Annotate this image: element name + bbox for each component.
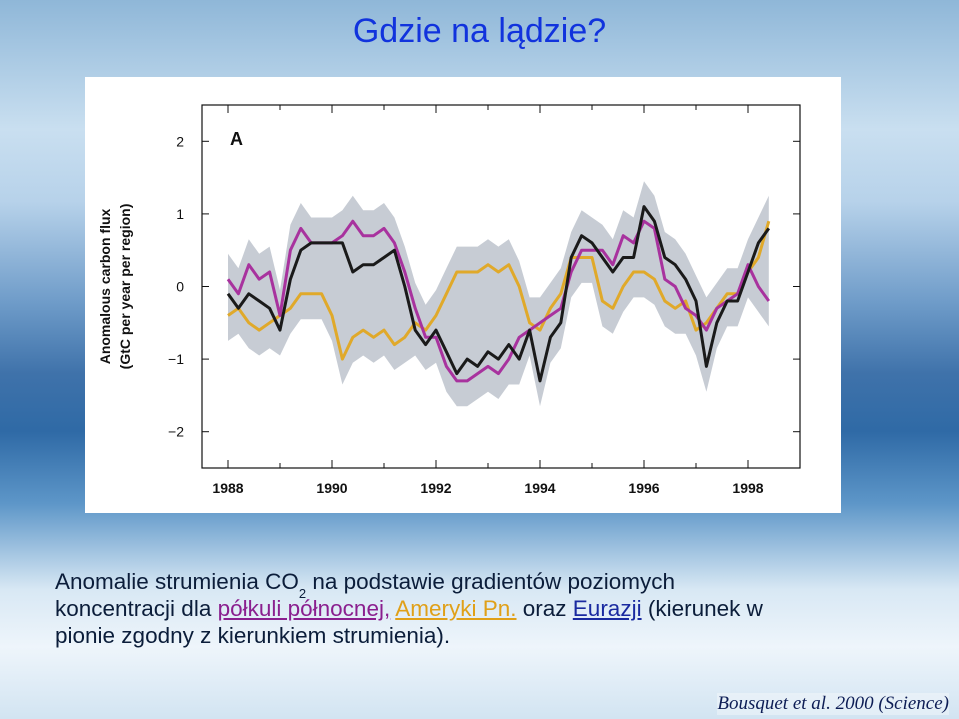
y-tick-label: 1 [176, 206, 184, 222]
caption-highlight-north-america: Ameryki Pn. [395, 596, 517, 621]
y-tick-label: 2 [176, 133, 184, 149]
x-tick-label: 1994 [524, 480, 555, 496]
series-line-north-america [227, 220, 771, 361]
caption-text: oraz [516, 596, 573, 621]
x-tick-label: 1990 [316, 480, 347, 496]
chart-panel: 2 1 0 −1 −2 1988 1990 1992 1994 1996 1998 Anomalous… [85, 77, 841, 513]
uncertainty-band [228, 181, 769, 407]
citation: Bousquet et al. 2000 (Science) [717, 693, 949, 715]
caption: Anomalie strumienia CO2 na podstawie gra… [55, 568, 935, 649]
x-tick-label: 1988 [212, 480, 243, 496]
panel-label: A [230, 129, 243, 149]
series-line-eurasia [226, 205, 771, 383]
y-tick-label: 0 [176, 279, 184, 295]
x-tick-label: 1992 [420, 480, 451, 496]
co2-flux-chart: 2 1 0 −1 −2 1988 1990 1992 1994 1996 1998 Anomalous… [97, 104, 801, 496]
y-tick-label: −2 [168, 424, 184, 440]
caption-text: Anomalie strumienia CO [55, 569, 299, 594]
caption-line-1: Anomalie strumienia CO2 na podstawie gra… [55, 568, 935, 600]
x-tick-label: 1996 [628, 480, 659, 496]
caption-subscript: 2 [298, 586, 307, 601]
caption-text: na podstawie gradientów poziomych [306, 569, 676, 594]
caption-line-2: koncentracji dla półkuli północnej, Amer… [55, 595, 935, 622]
caption-highlight-eurasia: Eurazji [572, 596, 642, 621]
y-axis-label: Anomalous carbon flux [97, 209, 113, 365]
caption-text: (kierunek w [641, 596, 763, 621]
caption-text: koncentracji dla [55, 596, 218, 621]
caption-highlight-northern-hemisphere: półkuli północnej, [217, 596, 391, 621]
x-tick-label: 1998 [732, 480, 763, 496]
caption-line-3: pionie zgodny z kierunkiem strumienia). [55, 623, 451, 648]
y-tick-label: −1 [168, 351, 184, 367]
slide-title: Gdzie na lądzie? [352, 12, 607, 50]
y-axis-label-units: (GtC per year per region) [117, 204, 133, 370]
